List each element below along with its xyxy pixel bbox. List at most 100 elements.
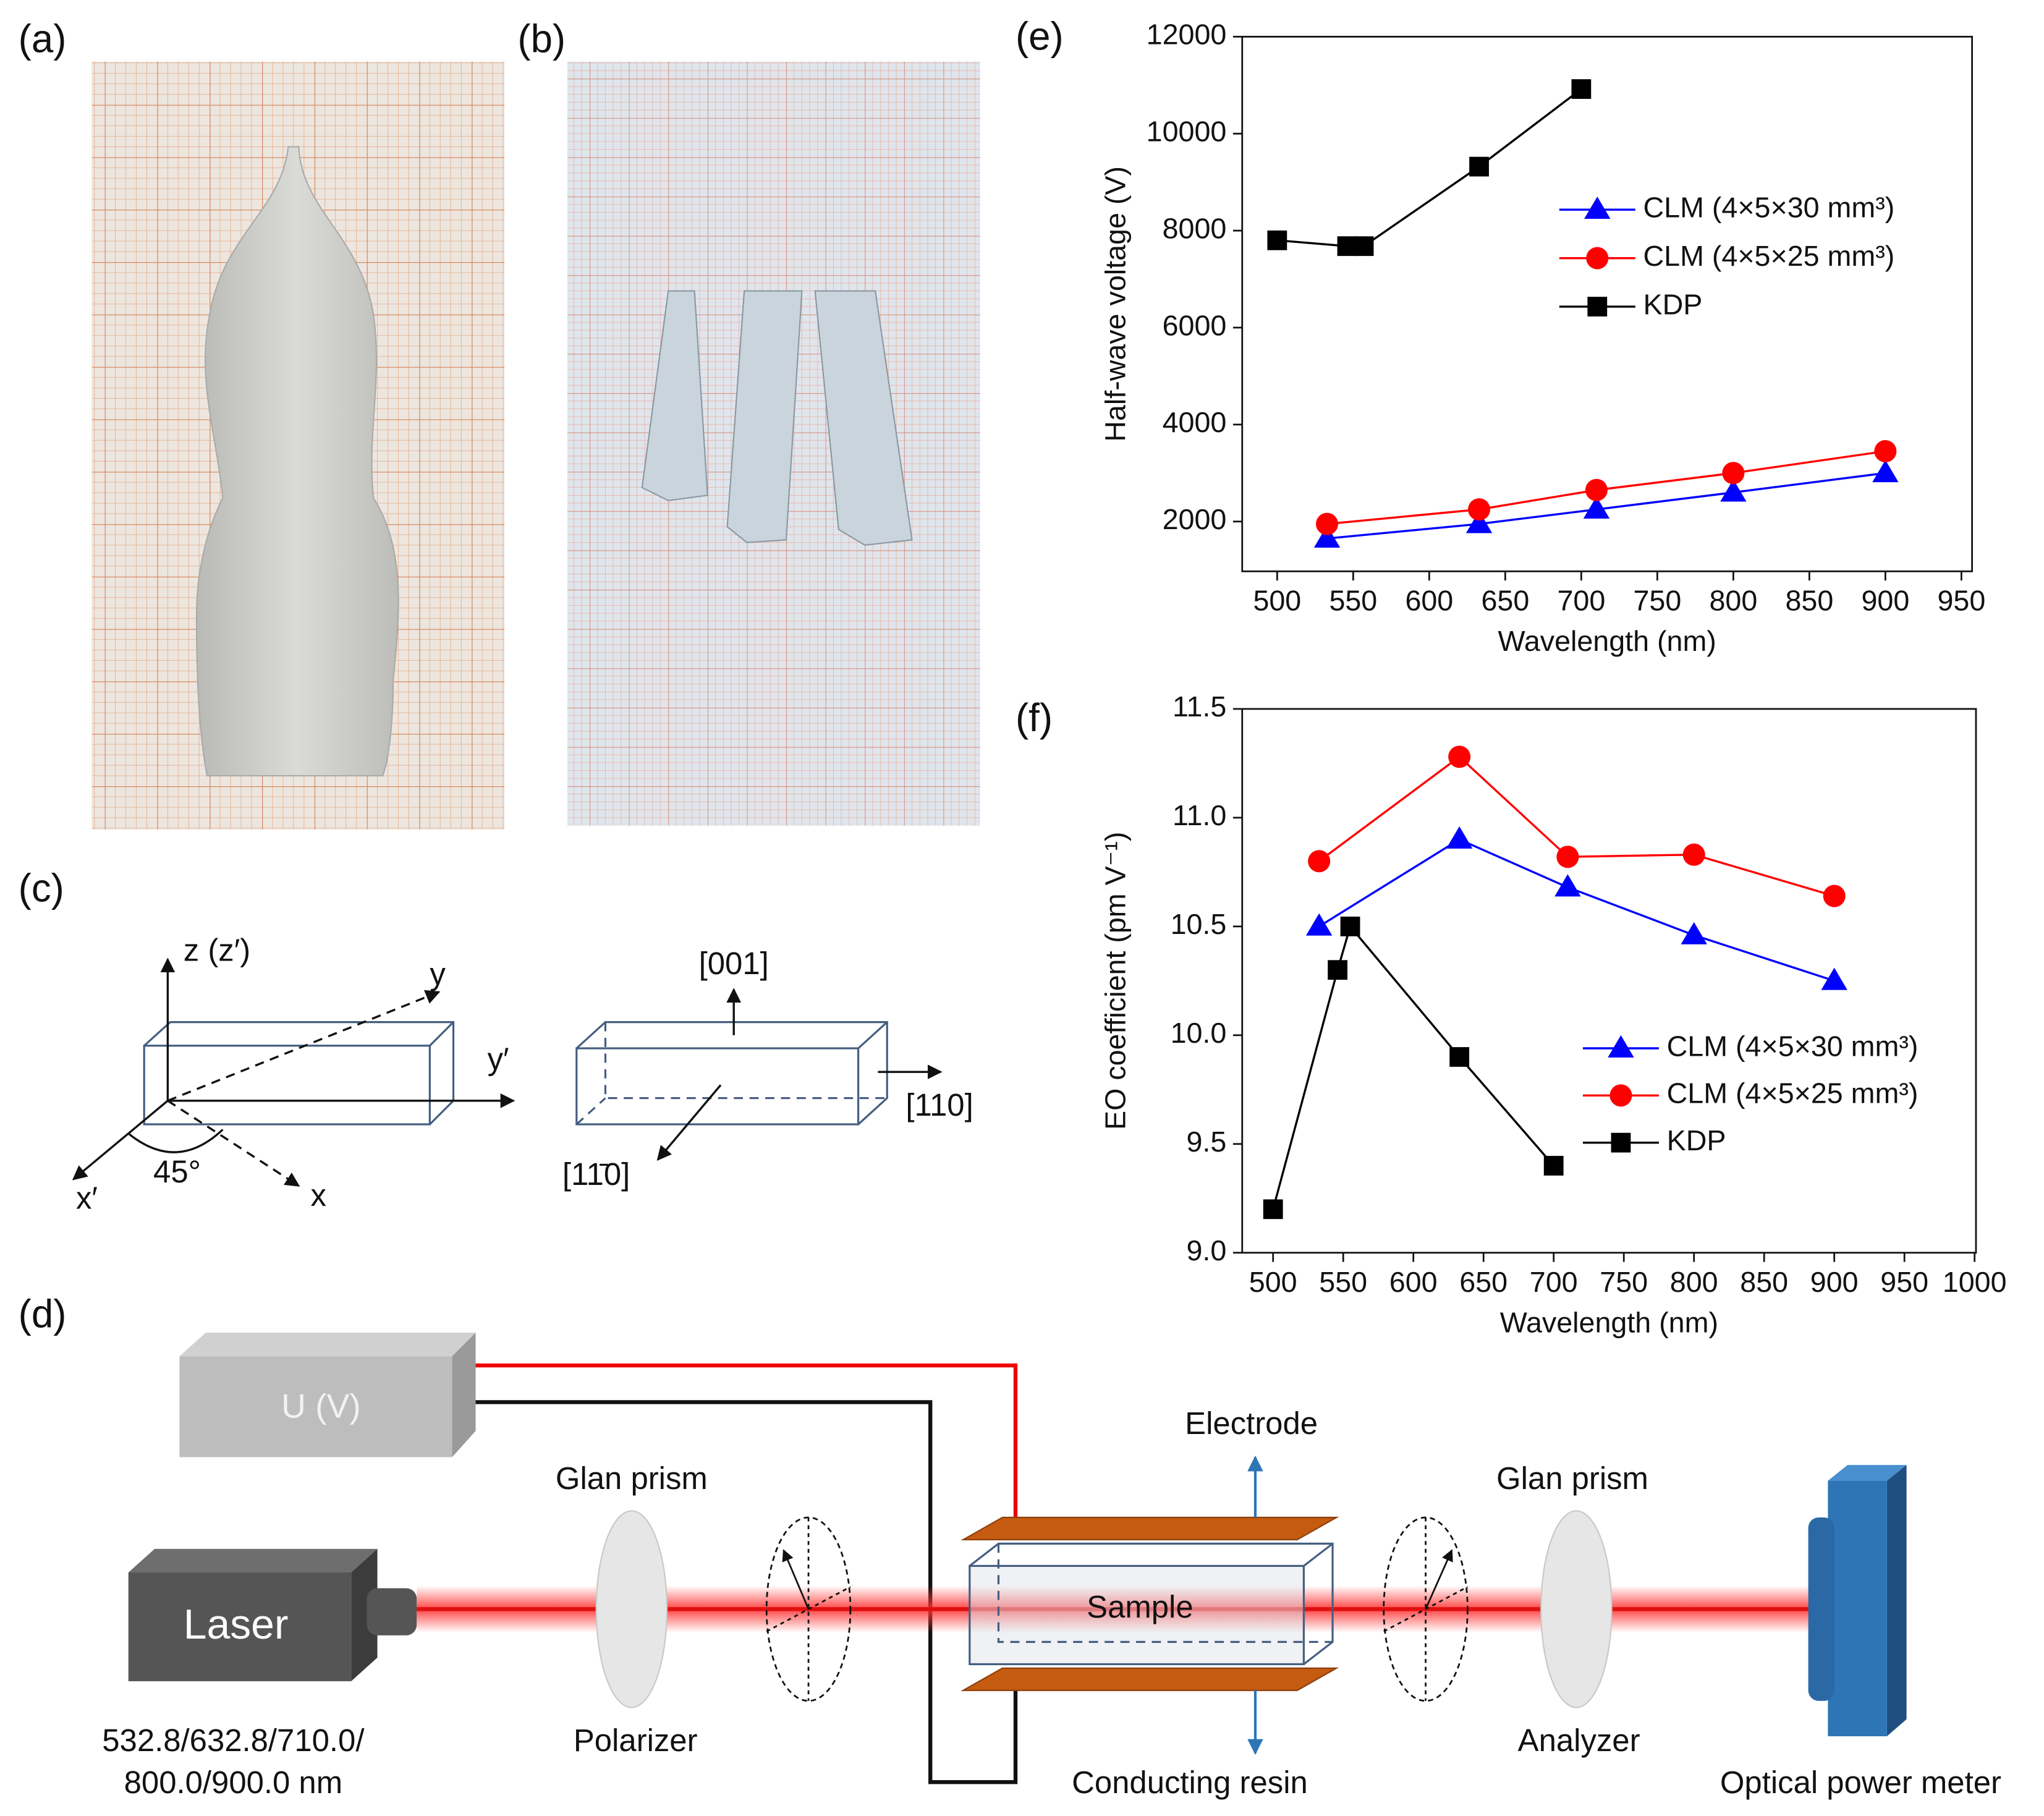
marker-circle bbox=[1585, 478, 1608, 501]
x-tick-label: 850 bbox=[1785, 585, 1833, 617]
line-chart: 500 550 600 650 700 750 800 850 900 950 2000 4000 60… bbox=[1100, 19, 1986, 658]
plot-frame bbox=[1241, 708, 1977, 1254]
marker-circle bbox=[1468, 498, 1491, 521]
directions-right bbox=[656, 988, 943, 1161]
y-tick-label: 6000 bbox=[1163, 309, 1227, 341]
x-tick-label: 1000 bbox=[1943, 1266, 2007, 1298]
wire-red bbox=[475, 1363, 1018, 1527]
legend-label: KDP bbox=[1643, 288, 1702, 320]
resin-label: Conducting resin bbox=[1072, 1765, 1308, 1800]
panel-label: (f) bbox=[1016, 696, 1053, 740]
marker-square bbox=[1469, 156, 1489, 177]
marker-triangle bbox=[1872, 460, 1899, 483]
polarizer-label: Polarizer bbox=[574, 1723, 698, 1758]
x-tick-label: 900 bbox=[1810, 1266, 1859, 1298]
x-tick-label: 650 bbox=[1459, 1266, 1508, 1298]
x-tick-label: 700 bbox=[1557, 585, 1605, 617]
sample-cell bbox=[961, 1455, 1339, 1755]
marker-circle bbox=[1609, 1084, 1632, 1107]
wavelength-label: 800.0/900.0 nm bbox=[124, 1765, 342, 1800]
x-tick-label: 550 bbox=[1319, 1266, 1367, 1298]
y-tick-label: 10.0 bbox=[1171, 1017, 1227, 1049]
x-axis-label: Wavelength (nm) bbox=[1498, 625, 1716, 657]
prism-label: Glan prism bbox=[1496, 1461, 1648, 1496]
axis-label: z (z′) bbox=[184, 933, 250, 968]
x-tick-label: 700 bbox=[1530, 1266, 1578, 1298]
marker-square bbox=[1571, 79, 1592, 99]
charts: 500 550 600 650 700 750 800 850 900 950 2000 4000 60… bbox=[1100, 19, 2007, 1339]
marker-circle bbox=[1823, 885, 1846, 907]
marker-circle bbox=[1874, 440, 1897, 463]
x-tick-label: 800 bbox=[1709, 585, 1757, 617]
y-tick-label: 12000 bbox=[1147, 19, 1227, 51]
figure-body: z (z′) y y′ x′ 45° x [001] [110] [11̄0] … bbox=[19, 14, 2007, 1799]
y-tick-label: 2000 bbox=[1163, 503, 1227, 535]
direction-label: [001] bbox=[699, 946, 769, 981]
laser bbox=[128, 1548, 417, 1681]
meter-label: Optical power meter bbox=[1720, 1765, 2001, 1800]
series-line bbox=[1318, 755, 1835, 897]
y-tick-label: 8000 bbox=[1163, 212, 1227, 244]
marker-triangle bbox=[1313, 525, 1341, 548]
series-line bbox=[1326, 472, 1886, 540]
x-tick-label: 500 bbox=[1253, 585, 1301, 617]
axis-label: y′ bbox=[488, 1042, 509, 1077]
plot-frame bbox=[1241, 35, 1973, 572]
marker-square bbox=[1611, 1132, 1631, 1153]
x-tick-label: 600 bbox=[1389, 1266, 1438, 1298]
polarization-ellipse bbox=[765, 1516, 852, 1702]
x-tick-label: 950 bbox=[1937, 585, 1985, 617]
x-tick-label: 600 bbox=[1405, 585, 1453, 617]
marker-triangle bbox=[1608, 1035, 1634, 1058]
axis-label: x′ bbox=[76, 1180, 98, 1215]
marker-circle bbox=[1448, 745, 1471, 768]
analyzer-label: Analyzer bbox=[1518, 1723, 1640, 1758]
y-tick-label: 9.5 bbox=[1186, 1126, 1226, 1158]
marker-square bbox=[1337, 236, 1357, 257]
marker-square bbox=[1263, 1199, 1283, 1220]
panel-label: (d) bbox=[19, 1292, 67, 1336]
direction-label: [11̄0] bbox=[562, 1156, 630, 1192]
series-line bbox=[1272, 924, 1554, 1210]
panel-label: (b) bbox=[517, 17, 566, 61]
series-line bbox=[1277, 88, 1582, 247]
marker-square bbox=[1267, 230, 1287, 250]
sample-bars bbox=[641, 290, 913, 546]
x-tick-label: 850 bbox=[1740, 1266, 1788, 1298]
marker-circle bbox=[1308, 850, 1331, 873]
x-tick-label: 750 bbox=[1633, 585, 1681, 617]
axis-label: x bbox=[310, 1177, 326, 1213]
panel-label: (a) bbox=[19, 17, 67, 61]
prism-label: Glan prism bbox=[556, 1461, 708, 1496]
wavelength-label: 532.8/632.8/710.0/ bbox=[102, 1723, 365, 1758]
power-meter bbox=[1808, 1465, 1907, 1736]
marker-circle bbox=[1682, 843, 1705, 866]
marker-circle bbox=[1556, 846, 1579, 868]
marker-circle bbox=[1722, 462, 1745, 485]
voltage-label: U (V) bbox=[281, 1387, 361, 1425]
marker-circle bbox=[1586, 247, 1609, 269]
y-tick-label: 10.5 bbox=[1171, 908, 1227, 940]
y-tick-label: 11.5 bbox=[1173, 690, 1226, 723]
marker-triangle bbox=[1681, 922, 1707, 944]
crystal-box-left bbox=[143, 1021, 455, 1126]
y-tick-label: 9.0 bbox=[1186, 1234, 1226, 1267]
legend-label: CLM (4×5×30 mm³) bbox=[1643, 192, 1894, 224]
x-tick-label: 950 bbox=[1880, 1266, 1928, 1298]
legend-label: KDP bbox=[1667, 1124, 1726, 1156]
marker-circle bbox=[1316, 512, 1339, 535]
marker-triangle bbox=[1446, 826, 1473, 849]
marker-triangle bbox=[1554, 874, 1581, 897]
x-axis-label: Wavelength (nm) bbox=[1500, 1307, 1718, 1339]
y-tick-label: 11.0 bbox=[1173, 799, 1226, 831]
x-tick-label: 900 bbox=[1861, 585, 1909, 617]
wire-black bbox=[475, 1400, 1018, 1784]
marker-triangle bbox=[1465, 511, 1493, 533]
polarizer-prism bbox=[595, 1510, 668, 1708]
laser-label: Laser bbox=[184, 1602, 289, 1648]
x-tick-label: 550 bbox=[1329, 585, 1377, 617]
legend-label: CLM (4×5×25 mm³) bbox=[1643, 240, 1894, 272]
axes-left bbox=[72, 957, 515, 1187]
